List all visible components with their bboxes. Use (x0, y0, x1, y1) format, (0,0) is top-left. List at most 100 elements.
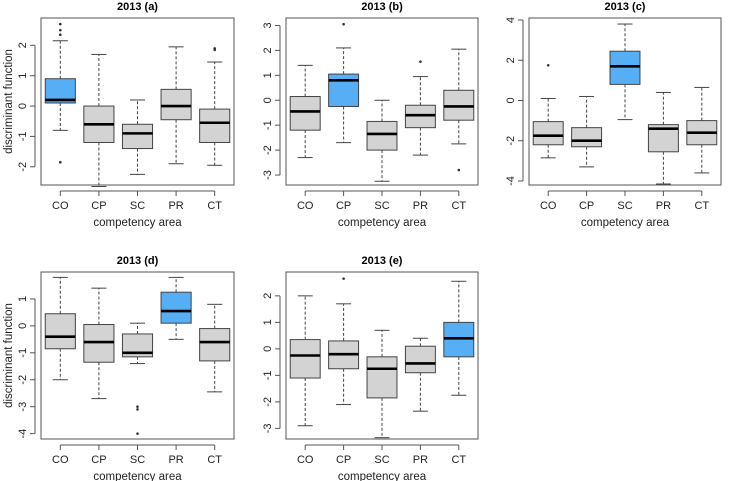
box-CO (532, 63, 564, 159)
panel-3: 2013 (c) CO CP SC PR CT competency area -4 -2 0 2 4 (505, 1, 722, 229)
x-tick-label: CT (451, 454, 466, 466)
y-tick-label: -4 (17, 429, 29, 439)
box-SC (366, 329, 398, 439)
outlier-point (546, 63, 550, 67)
y-tick-label: -2 (505, 136, 517, 146)
outlier-point (59, 28, 62, 32)
x-tick-label: PR (656, 200, 671, 212)
x-axis-label: competency area (581, 217, 670, 229)
iqr-box (328, 73, 360, 107)
iqr-box (571, 127, 603, 148)
x-tick-label: CT (451, 200, 466, 212)
y-tick-label: -4 (505, 176, 517, 186)
panel-title: 2013 (c) (605, 1, 646, 13)
x-tick-label: CP (91, 454, 106, 466)
iqr-box (366, 120, 398, 151)
x-tick-label: PR (168, 454, 183, 466)
panel-5: 2013 (e) CO CP SC PR CT competency area -3 -2 -1 0… (262, 255, 479, 481)
y-tick-label: 2 (505, 57, 517, 63)
y-tick-label: 2 (17, 42, 29, 48)
iqr-box (44, 313, 76, 350)
x-tick-label: CP (579, 200, 594, 212)
plot-frame (285, 17, 479, 186)
plot-frame (528, 17, 722, 186)
box-CT (686, 86, 718, 174)
y-tick-label: -2 (17, 375, 29, 385)
box-CO (289, 295, 321, 427)
iqr-box (83, 324, 115, 363)
box-CT (199, 303, 231, 393)
y-tick-label: -3 (17, 402, 29, 412)
outlier-point (136, 405, 139, 408)
x-tick-label: CT (207, 200, 222, 212)
y-axis-label: discriminant function (3, 49, 15, 154)
plot-frame (285, 271, 479, 440)
outlier-point (136, 432, 139, 435)
iqr-box (160, 88, 192, 121)
outlier-point (342, 277, 345, 280)
panel-title: 2013 (e) (362, 255, 403, 267)
box-CP (83, 53, 115, 188)
box-CP (83, 287, 115, 400)
box-CO (289, 64, 321, 159)
panel-2: 2013 (b) CO CP SC PR CT competency area -3 -2 -1 0… (262, 1, 479, 229)
iqr-box (160, 291, 192, 324)
box-SC (609, 23, 641, 121)
x-tick-label: SC (130, 454, 145, 466)
y-tick-label: -1 (262, 120, 274, 130)
y-tick-label: 1 (17, 73, 29, 79)
outlier-point (59, 33, 62, 36)
panel-title: 2013 (a) (117, 1, 158, 13)
x-tick-label: CT (694, 200, 709, 212)
x-tick-label: SC (617, 200, 632, 212)
outlier-point (419, 60, 422, 63)
box-CO (44, 22, 76, 164)
box-CT (199, 47, 231, 166)
iqr-box (532, 121, 564, 146)
iqr-box (366, 356, 398, 399)
x-tick-label: PR (413, 454, 428, 466)
box-PR (404, 60, 436, 156)
plot-frame (40, 271, 235, 440)
y-tick-label: -1 (17, 348, 29, 358)
y-tick-label: -2 (262, 397, 274, 407)
outlier-point (213, 48, 216, 52)
x-tick-label: CO (540, 200, 557, 212)
y-tick-label: 2 (262, 47, 274, 53)
plot-frame (40, 17, 235, 186)
iqr-box (121, 123, 154, 150)
outlier-point (136, 408, 139, 411)
y-tick-label: 3 (262, 22, 274, 28)
box-SC (366, 99, 398, 182)
box-CP (571, 95, 603, 168)
outlier-point (59, 22, 62, 26)
box-SC (121, 99, 154, 175)
box-CT (443, 48, 475, 172)
box-CP (328, 22, 360, 144)
box-PR (647, 91, 679, 185)
y-tick-label: 0 (262, 346, 274, 352)
x-axis-label: competency area (93, 471, 182, 481)
y-tick-label: -2 (17, 162, 29, 172)
iqr-box (443, 321, 475, 358)
x-tick-label: CP (91, 200, 106, 212)
x-tick-label: SC (374, 454, 389, 466)
iqr-box (121, 333, 154, 358)
iqr-box (404, 345, 436, 374)
x-tick-label: SC (374, 200, 389, 212)
x-tick-label: CO (52, 200, 69, 212)
iqr-box (609, 50, 641, 85)
x-tick-label: CO (297, 454, 314, 466)
y-axis-label: discriminant function (3, 303, 15, 408)
panel-4: 2013 (d) CO CP SC PR CT competency area -4 -3 -2 -… (3, 255, 235, 481)
x-tick-label: CP (336, 454, 351, 466)
panel-title: 2013 (d) (117, 255, 159, 267)
y-tick-label: 0 (17, 323, 29, 329)
box-CO (44, 276, 76, 381)
panel-title: 2013 (b) (361, 1, 403, 13)
x-tick-label: CO (52, 454, 69, 466)
y-tick-label: 1 (262, 319, 274, 325)
box-PR (404, 337, 436, 412)
outlier-point (59, 160, 62, 164)
